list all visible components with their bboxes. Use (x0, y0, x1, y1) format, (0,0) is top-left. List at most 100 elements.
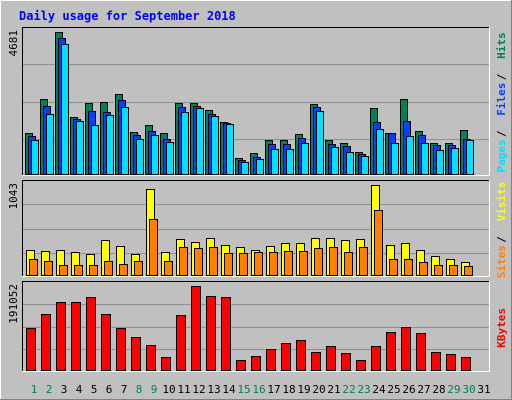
bar-pages-day-17 (271, 149, 279, 175)
x-tick-label-day-7: 7 (121, 383, 128, 396)
bar-sites-day-23 (359, 247, 368, 276)
bar-pages-day-3 (61, 44, 69, 175)
bar-kbytes-day-11 (176, 315, 186, 371)
legend-label-hits: Hits (495, 32, 508, 59)
bar-kbytes-day-20 (311, 352, 321, 371)
bar-kbytes-day-5 (86, 297, 96, 371)
bar-pages-day-6 (106, 115, 114, 175)
bar-sites-day-28 (434, 265, 443, 276)
bar-sites-day-20 (314, 248, 323, 276)
bar-pages-day-26 (406, 136, 414, 175)
bar-sites-day-26 (404, 259, 413, 276)
x-tick-label-day-18: 18 (282, 383, 295, 396)
bar-pages-day-29 (451, 148, 459, 175)
bar-sites-day-2 (44, 261, 53, 276)
bar-sites-day-15 (239, 253, 248, 276)
x-tick-label-day-31: 31 (477, 383, 490, 396)
x-tick-label-day-26: 26 (402, 383, 415, 396)
bar-pages-day-4 (76, 121, 84, 175)
bar-sites-day-7 (119, 264, 128, 276)
panel-hits_files_pages: 4681 Pages / Files / Hits (7, 27, 508, 176)
bar-kbytes-day-30 (461, 357, 471, 371)
legend-separator: / (495, 236, 508, 243)
legend-label-sites: Sites (495, 245, 508, 278)
x-tick-label-day-4: 4 (76, 383, 83, 396)
bar-kbytes-day-4 (71, 302, 81, 371)
bar-sites-day-4 (74, 265, 83, 276)
bar-sites-day-30 (464, 266, 473, 276)
bar-pages-day-16 (256, 159, 264, 175)
bar-sites-day-5 (89, 265, 98, 276)
bar-kbytes-day-14 (221, 297, 231, 371)
bar-kbytes-day-6 (101, 314, 111, 371)
bar-sites-day-11 (179, 247, 188, 276)
x-tick-label-day-10: 10 (162, 383, 175, 396)
x-tick-label-day-8: 8 (136, 383, 143, 396)
bar-sites-day-17 (269, 252, 278, 276)
side-legend: Pages / Files / Hits (495, 32, 508, 172)
bar-sites-day-22 (344, 252, 353, 276)
x-tick-label-day-30: 30 (462, 383, 475, 396)
bar-pages-day-14 (226, 124, 234, 175)
panel-kbytes: 191052 KBytes (7, 281, 508, 372)
x-tick-label-day-27: 27 (417, 383, 430, 396)
x-tick-label-day-22: 22 (342, 383, 355, 396)
bar-sites-day-8 (134, 261, 143, 276)
x-tick-label-day-20: 20 (312, 383, 325, 396)
bar-kbytes-day-22 (341, 353, 351, 371)
bar-kbytes-day-24 (371, 346, 381, 371)
y-max-label: 4681 (7, 30, 20, 57)
bar-kbytes-day-7 (116, 328, 126, 371)
bar-pages-day-27 (421, 143, 429, 175)
bar-sites-day-13 (209, 247, 218, 276)
legend-separator: / (495, 73, 508, 80)
bar-kbytes-day-19 (296, 340, 306, 371)
bar-sites-day-27 (419, 262, 428, 276)
bar-pages-day-8 (136, 139, 144, 175)
bar-sites-day-25 (389, 259, 398, 276)
side-legend: KBytes (495, 308, 508, 348)
chart-title: Daily usage for September 2018 (19, 9, 236, 23)
bar-pages-day-30 (466, 140, 474, 175)
x-tick-label-day-2: 2 (46, 383, 53, 396)
bar-kbytes-day-2 (41, 314, 51, 371)
bar-kbytes-day-26 (401, 327, 411, 371)
x-tick-label-day-19: 19 (297, 383, 310, 396)
legend-label-pages: Pages (495, 139, 508, 172)
bar-kbytes-day-16 (251, 356, 261, 371)
y-max-label: 1043 (7, 183, 20, 210)
legend-label-kbytes: KBytes (495, 308, 508, 348)
bar-pages-day-23 (361, 156, 369, 175)
bar-kbytes-day-17 (266, 349, 276, 371)
bar-pages-day-12 (196, 108, 204, 175)
bar-sites-day-19 (299, 251, 308, 276)
bar-sites-day-18 (284, 251, 293, 276)
bar-kbytes-day-18 (281, 343, 291, 371)
bar-pages-day-10 (166, 142, 174, 175)
x-tick-label-day-15: 15 (237, 383, 250, 396)
series-pages (31, 44, 474, 175)
x-tick-label-day-9: 9 (151, 383, 158, 396)
legend-label-visits: Visits (495, 182, 508, 222)
x-tick-label-day-28: 28 (432, 383, 445, 396)
x-tick-label-day-29: 29 (447, 383, 460, 396)
panel-visits_sites: 1043 Sites / Visits (7, 180, 508, 278)
bar-pages-day-19 (301, 143, 309, 175)
bar-sites-day-6 (104, 261, 113, 276)
x-tick-label-day-23: 23 (357, 383, 370, 396)
series-kbytes (26, 286, 471, 371)
bar-kbytes-day-23 (356, 360, 366, 371)
bar-pages-day-25 (391, 143, 399, 175)
x-tick-label-day-21: 21 (327, 383, 340, 396)
bar-sites-day-1 (29, 259, 38, 276)
x-tick-label-day-25: 25 (387, 383, 400, 396)
side-legend: Sites / Visits (495, 182, 508, 279)
bar-kbytes-day-29 (446, 354, 456, 371)
bar-kbytes-day-9 (146, 345, 156, 371)
legend-separator: / (495, 130, 508, 137)
bar-pages-day-28 (436, 150, 444, 175)
x-tick-label-day-3: 3 (61, 383, 68, 396)
bar-sites-day-3 (59, 265, 68, 276)
bar-kbytes-day-13 (206, 296, 216, 371)
